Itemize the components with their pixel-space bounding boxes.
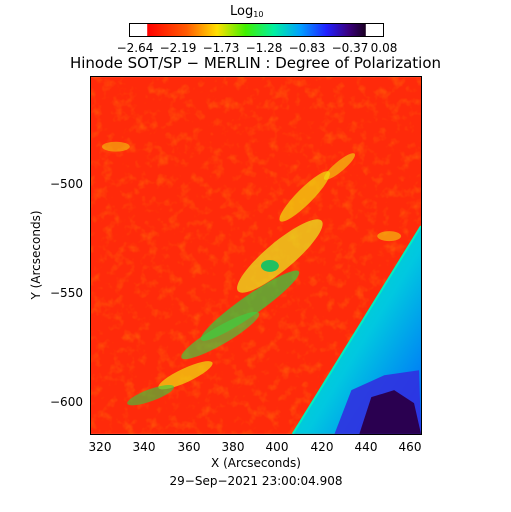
active-region-patches [101,141,402,406]
colorbar-gradient [147,24,366,36]
plage-patch [181,311,260,360]
x-tick: 420 [310,440,334,454]
x-tick: 320 [88,440,112,454]
y-axis-label: Y (Arcseconds) [29,210,43,300]
x-tick: 460 [398,440,422,454]
plage-patch [101,141,130,152]
colorbar-title-sub: 10 [253,10,264,19]
colorbar-tick: −1.28 [245,41,283,55]
colorbar-tick: −0.37 [331,41,369,55]
colorbar [129,23,384,37]
y-tick: −550 [50,286,83,300]
colorbar-tick: −1.73 [202,41,240,55]
plage-patch [158,361,213,390]
solar-limb-edge [291,225,421,434]
colorbar-tick: −0.83 [288,41,326,55]
colorbar-title-base: Log [230,4,254,19]
x-axis-label: X (Arcseconds) [211,456,301,470]
plage-patch [377,231,402,242]
x-tick: 400 [265,440,289,454]
colorbar-tick: −2.19 [159,41,197,55]
observation-timestamp: 29−Sep−2021 23:00:04.908 [169,474,343,488]
x-tick: 360 [177,440,201,454]
colorbar-tick: 0.08 [370,41,398,55]
colorbar-tick: −2.64 [116,41,154,55]
polarization-map [90,76,422,435]
plage-patch [127,384,175,406]
plage-patch [323,153,356,180]
y-tick: −500 [50,177,83,191]
colorbar-title: Log10 [230,4,263,19]
plage-patch [237,219,323,293]
x-tick: 440 [354,440,378,454]
plage-patch [260,259,279,272]
plot-title: Hinode SOT/SP − MERLIN : Degree of Polar… [69,54,442,72]
dark-region [359,390,421,434]
x-tick: 340 [132,440,156,454]
plage-patch [279,171,330,222]
y-tick: −600 [50,395,83,409]
colorbar-tick-labels: −2.64 −2.19 −1.73 −1.28 −0.83 −0.37 0.08 [110,41,410,55]
x-tick: 380 [221,440,245,454]
